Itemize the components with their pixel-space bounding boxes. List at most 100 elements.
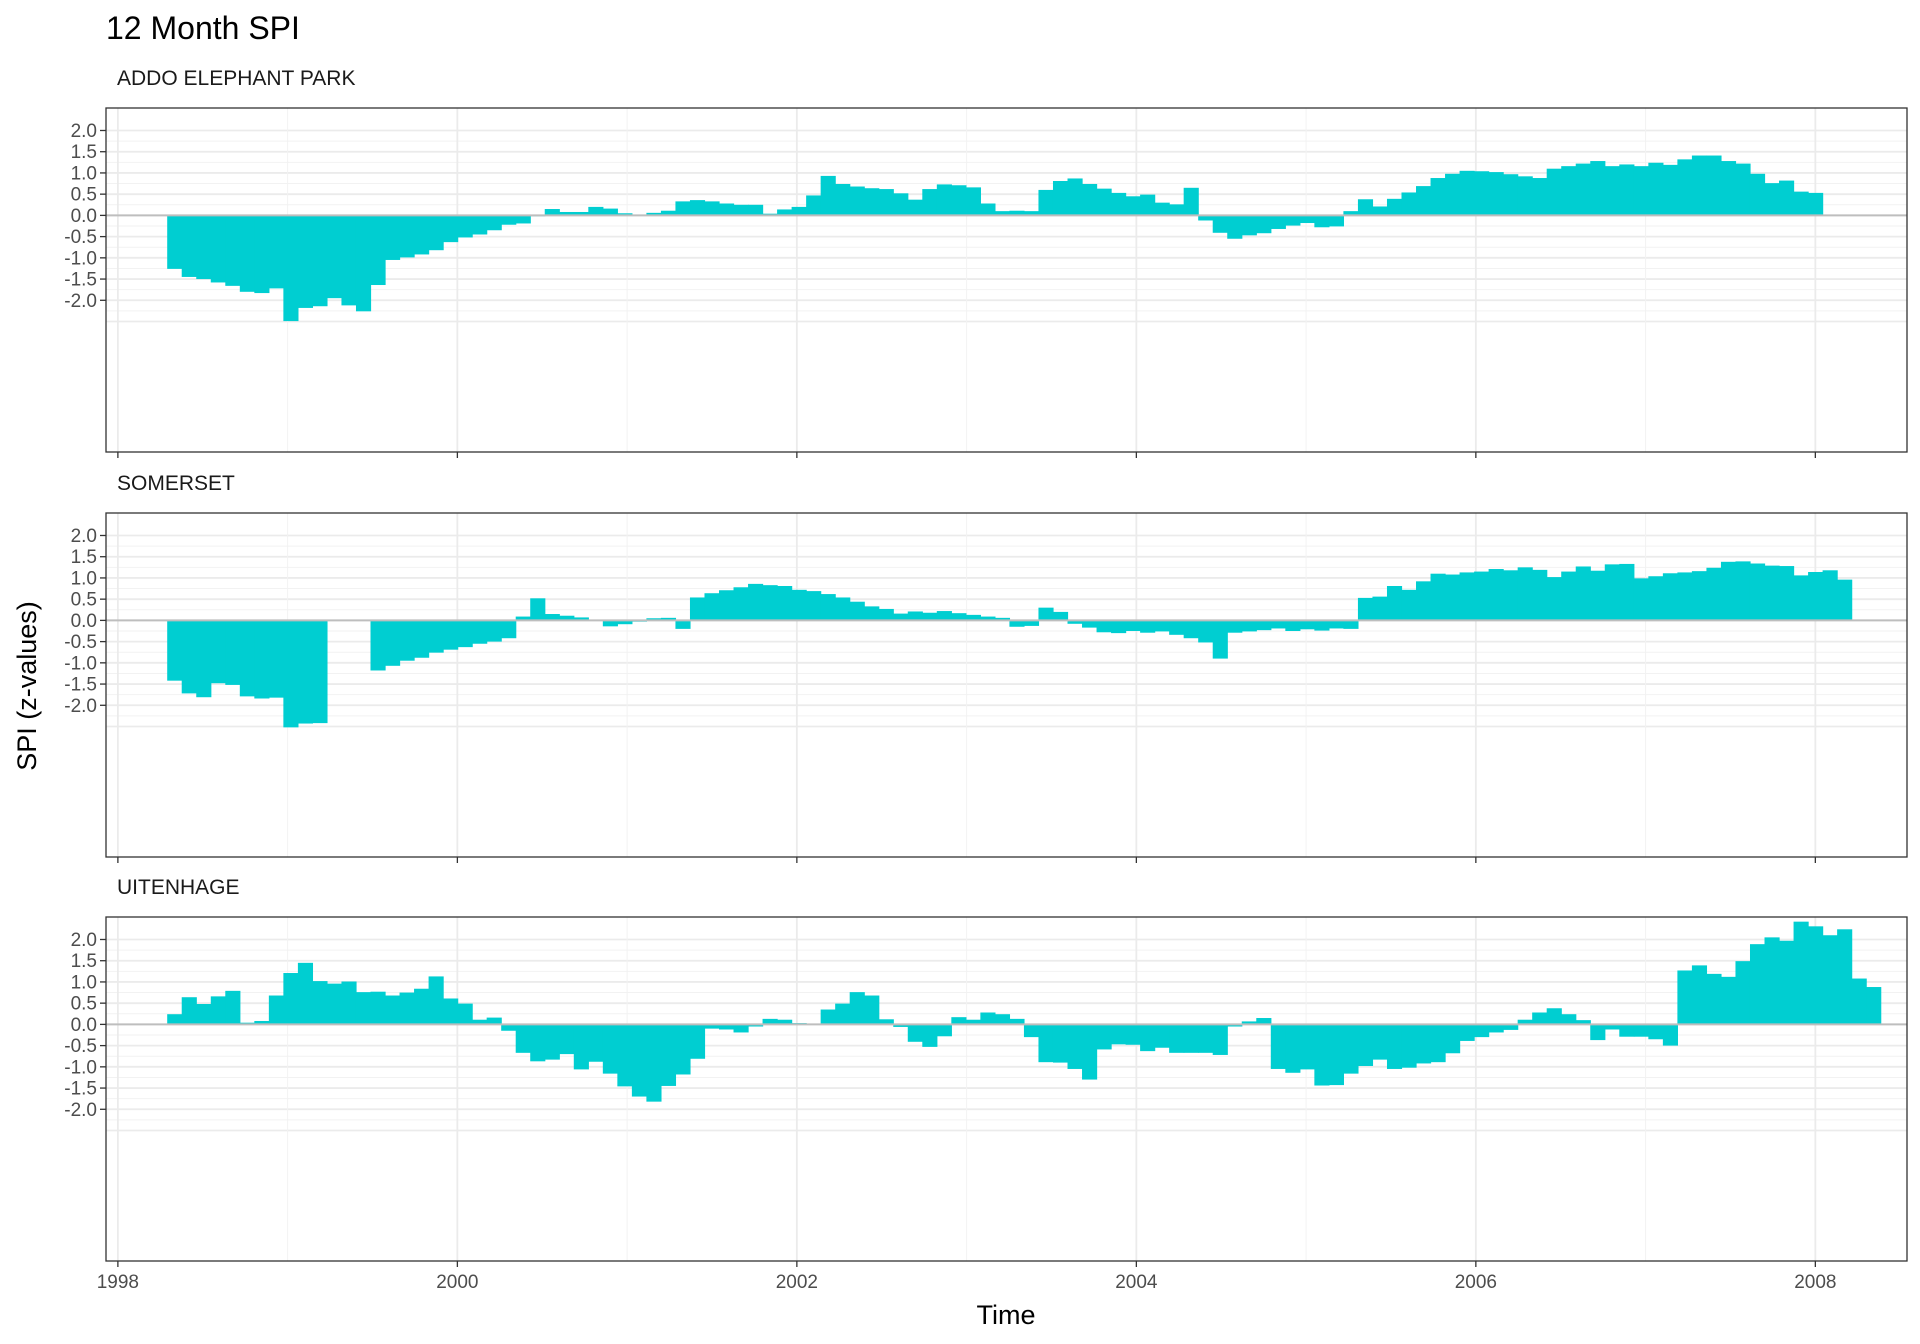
- y-tick-label: 0.0: [71, 206, 97, 227]
- y-tick-label: 2.0: [71, 930, 97, 951]
- bar: [835, 183, 851, 216]
- bar: [559, 615, 575, 621]
- bar: [1764, 183, 1780, 216]
- bar: [1633, 1024, 1649, 1037]
- bar: [385, 620, 401, 666]
- bar: [1619, 164, 1635, 216]
- bar: [1416, 186, 1432, 216]
- bar: [530, 1024, 546, 1062]
- bar: [878, 608, 894, 621]
- bar: [733, 204, 749, 216]
- x-tick-label: 2002: [776, 1272, 818, 1293]
- bar: [370, 620, 386, 671]
- bar: [1503, 174, 1519, 216]
- bar: [225, 215, 241, 286]
- bar: [1575, 566, 1591, 621]
- bar: [675, 201, 691, 216]
- bar: [283, 620, 299, 728]
- x-tick-label: 2004: [1115, 1272, 1158, 1293]
- bar: [951, 613, 967, 621]
- bar: [1459, 1024, 1475, 1041]
- bar: [1430, 573, 1446, 621]
- bar: [1837, 579, 1853, 621]
- bar: [196, 1004, 212, 1025]
- bar: [1793, 575, 1809, 621]
- bar: [1793, 191, 1809, 216]
- bar: [1386, 586, 1403, 621]
- bar: [1125, 196, 1141, 216]
- bar: [878, 189, 894, 216]
- bar: [980, 1012, 996, 1025]
- bar: [312, 981, 328, 1025]
- bar: [1111, 1024, 1127, 1045]
- bar: [1720, 561, 1737, 621]
- bar: [1314, 1024, 1330, 1086]
- bar: [1285, 215, 1301, 226]
- bar: [660, 1024, 677, 1086]
- bar: [1140, 194, 1156, 216]
- bar: [1009, 620, 1025, 627]
- bar: [1532, 178, 1548, 216]
- bar: [283, 973, 299, 1025]
- y-tick-label: 0.0: [71, 611, 97, 632]
- bar: [297, 962, 314, 1025]
- bar: [1314, 215, 1330, 228]
- chart-title: 12 Month SPI: [106, 10, 300, 46]
- bar: [1648, 576, 1664, 621]
- bar: [994, 617, 1011, 621]
- bar: [1052, 181, 1069, 216]
- bar: [748, 1024, 764, 1027]
- y-tick-label: -1.0: [64, 1057, 97, 1078]
- panel-label: ADDO ELEPHANT PARK: [117, 67, 355, 90]
- bar: [1328, 620, 1344, 629]
- bar: [457, 1003, 473, 1025]
- bar: [1125, 620, 1141, 631]
- bar: [1779, 566, 1795, 621]
- bar: [1430, 178, 1446, 216]
- bar: [399, 215, 415, 258]
- bar: [1503, 1024, 1519, 1030]
- bar: [1488, 172, 1504, 216]
- bar: [1386, 1024, 1403, 1069]
- bar: [181, 620, 197, 694]
- panel-border: [105, 916, 1908, 1262]
- x-axis: 1998 2000 2002 2004 2006 2008: [97, 1272, 1837, 1293]
- bar: [1140, 620, 1156, 633]
- bar: [239, 620, 255, 697]
- bar: [588, 1024, 604, 1062]
- bar: [1183, 1024, 1199, 1053]
- bar: [893, 193, 909, 216]
- bar: [820, 175, 836, 216]
- bar: [515, 1024, 531, 1053]
- bar: [980, 616, 996, 621]
- bar: [1590, 161, 1606, 216]
- bar: [849, 992, 865, 1025]
- bar: [1372, 206, 1388, 216]
- bar: [1779, 180, 1795, 216]
- bar: [1314, 620, 1330, 631]
- bar: [501, 620, 517, 639]
- y-tick-label: 0.5: [71, 590, 97, 611]
- bar: [544, 209, 560, 216]
- bar: [1749, 563, 1766, 621]
- bar: [748, 583, 764, 621]
- bar: [1764, 565, 1780, 621]
- bar: [762, 585, 778, 621]
- bar: [1386, 198, 1403, 216]
- bar: [806, 195, 822, 216]
- bar: [704, 201, 720, 216]
- bar: [907, 611, 923, 621]
- bar: [196, 215, 212, 280]
- bar: [907, 199, 923, 216]
- bar: [864, 188, 880, 216]
- bar: [573, 211, 589, 216]
- bar: [1735, 163, 1751, 216]
- bar: [1357, 597, 1374, 621]
- bar: [1735, 961, 1751, 1025]
- bar: [1808, 572, 1824, 621]
- y-axis-title: SPI (z-values): [12, 601, 42, 771]
- bar: [689, 1024, 706, 1059]
- bar: [1633, 166, 1649, 216]
- bar: [1256, 215, 1272, 234]
- bar: [675, 620, 691, 629]
